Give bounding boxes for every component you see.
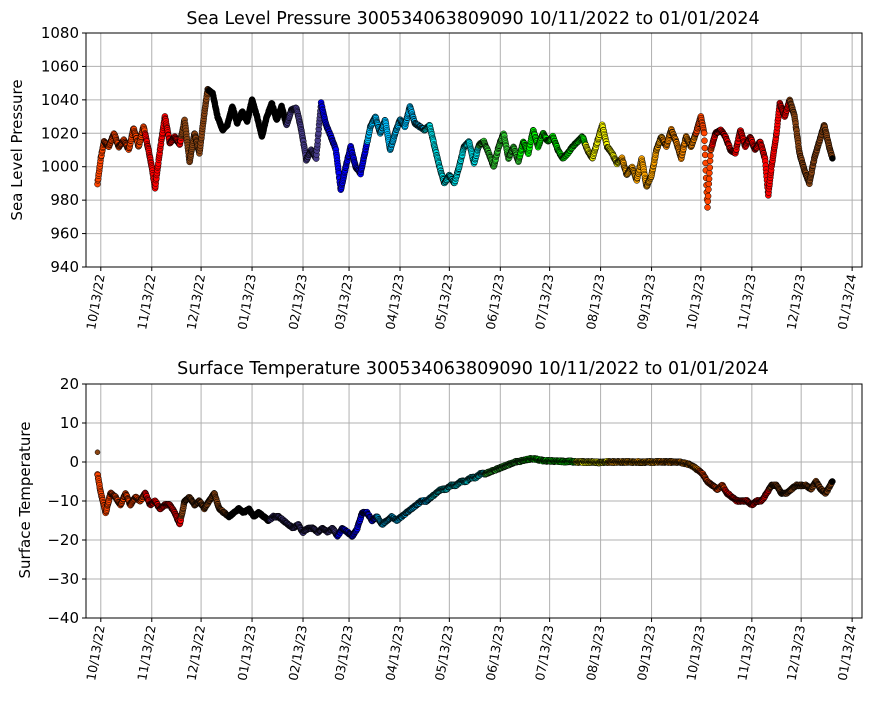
outlier-point: [94, 449, 101, 455]
data-point: [707, 152, 714, 159]
data-point: [829, 155, 836, 162]
x-tick-label: 12/13/22: [184, 273, 209, 331]
x-tick-label: 07/13/23: [532, 624, 557, 682]
x-tick-label: 12/13/23: [784, 273, 809, 331]
pressure-ylabel: Sea Level Pressure: [8, 79, 26, 220]
x-tick-label: 01/13/24: [835, 273, 860, 331]
data-point: [705, 175, 713, 183]
x-tick-label: 06/13/23: [483, 624, 508, 682]
data-point: [701, 137, 708, 144]
x-tick-label: 03/13/23: [331, 273, 356, 331]
y-tick-label: 1080: [41, 24, 79, 42]
data-point: [700, 129, 708, 137]
y-tick-label: 980: [50, 191, 79, 209]
y-tick-label: 20: [60, 375, 79, 393]
x-tick-label: 09/13/23: [634, 624, 659, 682]
x-tick-label: 08/13/23: [583, 273, 608, 331]
y-tick-label: −20: [47, 531, 79, 549]
temperature-panel: Surface Temperature 300534063809090 10/1…: [16, 359, 863, 682]
pressure-panel: Sea Level Pressure 300534063809090 10/11…: [8, 9, 863, 331]
x-tick-label: 10/13/22: [83, 624, 108, 682]
x-tick-label: 12/13/22: [184, 624, 209, 682]
x-tick-label: 03/13/23: [331, 624, 356, 682]
y-tick-label: −40: [47, 609, 79, 627]
y-tick-label: 940: [50, 258, 79, 276]
x-tick-label: 01/13/23: [234, 273, 259, 331]
pressure-title: Sea Level Pressure 300534063809090 10/11…: [186, 9, 759, 29]
x-tick-label: 10/13/22: [83, 273, 108, 331]
x-tick-label: 08/13/23: [583, 624, 608, 682]
y-tick-label: 960: [50, 225, 79, 243]
y-tick-label: −30: [47, 570, 79, 588]
x-tick-label: 07/13/23: [532, 273, 557, 331]
y-tick-label: −10: [47, 492, 79, 510]
x-tick-label: 04/13/23: [382, 624, 407, 682]
data-point: [705, 186, 712, 193]
data-point: [701, 144, 709, 152]
x-tick-label: 02/13/23: [285, 624, 310, 682]
x-tick-label: 09/13/23: [634, 273, 659, 331]
x-tick-label: 01/13/24: [835, 624, 860, 682]
data-point: [706, 169, 713, 177]
temperature-title: Surface Temperature 300534063809090 10/1…: [177, 359, 769, 379]
x-tick-label: 11/13/23: [734, 624, 759, 682]
pressure-series: [94, 85, 836, 211]
temperature-xticks: 10/13/22 11/13/22 12/13/22 01/13/23 02/13/23…: [83, 618, 859, 682]
x-tick-label: 02/13/23: [285, 273, 310, 331]
x-tick-label: 06/13/23: [483, 273, 508, 331]
temperature-ylabel: Surface Temperature: [16, 422, 34, 579]
y-tick-label: 1000: [41, 158, 79, 176]
x-tick-label: 10/13/23: [683, 624, 708, 682]
data-point: [704, 204, 711, 211]
data-point: [706, 164, 714, 171]
temperature-yticks: −40 −30 −20 −10 0 10 20: [47, 375, 86, 627]
x-tick-label: 05/13/23: [432, 273, 457, 331]
y-tick-label: 1060: [41, 57, 79, 75]
x-tick-label: 11/13/22: [134, 273, 159, 331]
pressure-xticks: 10/13/22 11/13/22 12/13/22 01/13/23 02/13/23…: [83, 267, 859, 331]
x-tick-label: 04/13/23: [382, 273, 407, 331]
x-tick-label: 12/13/23: [784, 624, 809, 682]
y-tick-label: 1020: [41, 124, 79, 142]
x-tick-label: 11/13/22: [134, 624, 159, 682]
x-tick-label: 01/13/23: [234, 624, 259, 682]
x-tick-label: 10/13/23: [683, 273, 708, 331]
y-tick-label: 1040: [41, 91, 79, 109]
data-point: [829, 478, 836, 485]
temperature-series: [94, 449, 836, 540]
x-tick-label: 11/13/23: [734, 273, 759, 331]
y-tick-label: 10: [60, 414, 79, 432]
y-tick-label: 0: [69, 453, 79, 471]
data-point: [704, 192, 712, 200]
x-tick-label: 05/13/23: [432, 624, 457, 682]
pressure-yticks: 940 960 980 1000 1020 1040 1060 1080: [41, 24, 86, 276]
